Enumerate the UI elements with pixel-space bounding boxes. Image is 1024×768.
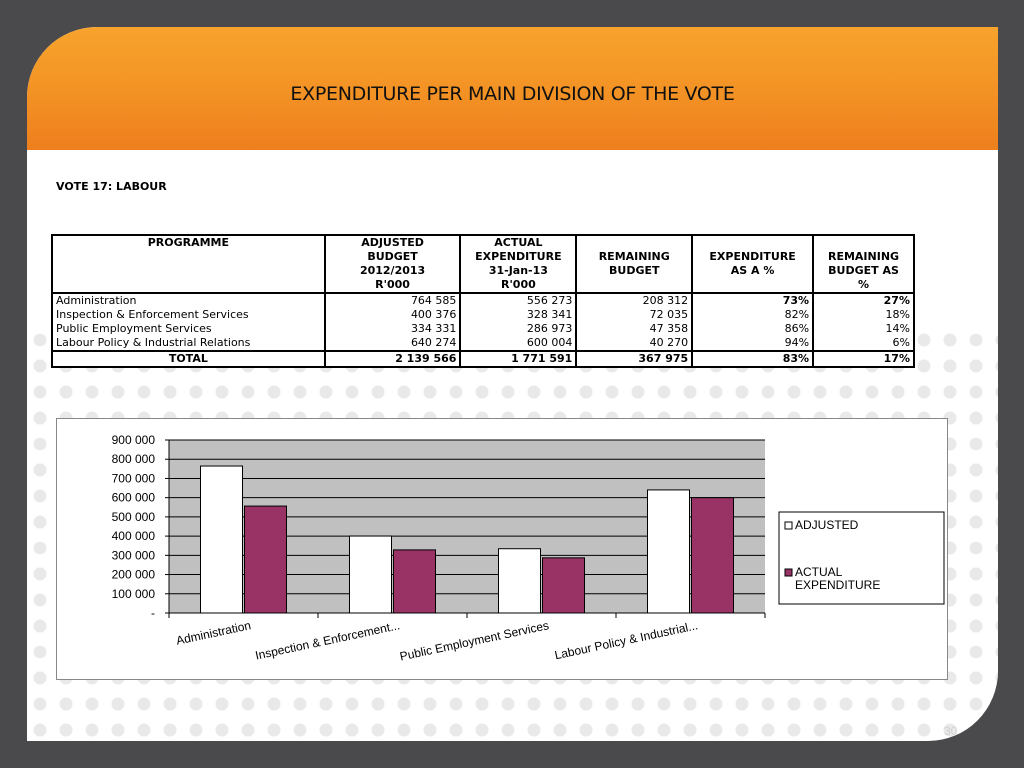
header-line: BUDGET	[609, 264, 660, 277]
bar-actual-expenditure	[691, 497, 734, 614]
header-line: EXPENDITURE	[475, 250, 562, 263]
header-line: BUDGET	[367, 250, 418, 263]
header-line: REMAINING	[598, 250, 670, 263]
header-line: BUDGET AS	[828, 264, 899, 277]
y-tick-label: 600 000	[112, 491, 156, 505]
header-line: 2012/2013	[359, 264, 426, 277]
cell-actual: 286 973	[459, 322, 578, 336]
bar-adjusted	[349, 535, 392, 614]
bar-chart: - 100 000 200 000 300 000 400 000 500 000 600 …	[112, 433, 945, 664]
header-adjusted-budget: ADJUSTED BUDGET 2012/2013 R'000	[323, 235, 462, 294]
cell-exp-pct: 73%	[691, 293, 815, 308]
y-tick-label: 700 000	[112, 471, 156, 485]
title-banner: EXPENDITURE PER MAIN DIVISION OF THE VOT…	[27, 27, 998, 150]
header-line: R'000	[500, 278, 536, 291]
y-tick-label: 900 000	[112, 433, 156, 447]
bar-adjusted	[200, 465, 243, 614]
header-actual-expenditure: ACTUAL EXPENDITURE 31-Jan-13 R'000	[459, 235, 578, 294]
cell-actual: 600 004	[459, 336, 578, 351]
header-remaining-pct: REMAINING BUDGET AS %	[812, 235, 915, 294]
y-tick-label: 300 000	[112, 548, 156, 562]
legend-label: ACTUAL	[795, 565, 843, 579]
header-remaining-budget: REMAINING BUDGET	[575, 235, 694, 294]
table-row: Inspection & Enforcement Services 400 37…	[51, 308, 915, 322]
cell-total-adjusted: 2 139 566	[323, 350, 462, 367]
cell-adjusted: 334 331	[323, 322, 462, 336]
chart-container: - 100 000 200 000 300 000 400 000 500 000 600 …	[56, 418, 948, 680]
header-line: R'000	[375, 278, 410, 291]
cell-total-exp-pct: 83%	[691, 350, 815, 367]
page-number: 30	[944, 724, 958, 738]
y-tick-label: 100 000	[112, 587, 156, 601]
header-line: REMAINING	[827, 250, 900, 263]
y-tick-label: 500 000	[112, 510, 156, 524]
legend	[778, 511, 945, 605]
table-header-row: PROGRAMME ADJUSTED BUDGET 2012/2013 R'00…	[51, 235, 915, 294]
y-tick-label: 400 000	[112, 529, 156, 543]
y-tick-label: 200 000	[112, 568, 156, 582]
header-expenditure-pct: EXPENDITURE AS A %	[691, 235, 815, 294]
header-line: AS A %	[730, 264, 775, 277]
cell-remaining: 47 358	[575, 322, 694, 336]
bar-adjusted	[647, 489, 690, 614]
header-line: ADJUSTED	[361, 236, 424, 249]
cell-exp-pct: 82%	[691, 308, 815, 322]
table-row: Public Employment Services 334 331 286 9…	[51, 322, 915, 336]
cell-rem-pct: 27%	[812, 293, 915, 308]
cell-adjusted: 400 376	[323, 308, 462, 322]
cell-rem-pct: 6%	[812, 336, 915, 351]
x-tick-label: Public Employment Services	[398, 618, 550, 663]
y-tick-label: 800 000	[112, 452, 156, 466]
header-line: EXPENDITURE	[709, 250, 796, 263]
legend-swatch-actual-expenditure	[784, 568, 793, 577]
budget-table: PROGRAMME ADJUSTED BUDGET 2012/2013 R'00…	[51, 234, 915, 368]
cell-total-remaining: 367 975	[575, 350, 694, 367]
cell-remaining: 72 035	[575, 308, 694, 322]
cell-actual: 328 341	[459, 308, 578, 322]
cell-total-actual: 1 771 591	[459, 350, 578, 367]
x-tick-label: Inspection & Enforcement...	[254, 618, 401, 662]
cell-adjusted: 764 585	[323, 293, 462, 308]
cell-programme: Inspection & Enforcement Services	[51, 308, 326, 322]
cell-total-label: TOTAL	[51, 350, 326, 367]
table-row: Labour Policy & Industrial Relations 640…	[51, 336, 915, 351]
header-line: %	[858, 278, 870, 291]
header-line: ACTUAL	[494, 236, 543, 249]
bar-actual-expenditure	[244, 505, 287, 614]
header-programme: PROGRAMME	[51, 235, 326, 294]
header-line: 31-Jan-13	[488, 264, 548, 277]
cell-rem-pct: 14%	[812, 322, 915, 336]
slide: EXPENDITURE PER MAIN DIVISION OF THE VOT…	[27, 27, 998, 741]
table-row: Administration 764 585 556 273 208 312 7…	[51, 293, 915, 308]
cell-remaining: 208 312	[575, 293, 694, 308]
bar-actual-expenditure	[542, 557, 585, 614]
cell-total-rem-pct: 17%	[812, 350, 915, 367]
cell-programme: Labour Policy & Industrial Relations	[51, 336, 326, 351]
cell-programme: Public Employment Services	[51, 322, 326, 336]
x-tick-label: Labour Policy & Industrial...	[553, 618, 699, 662]
cell-rem-pct: 18%	[812, 308, 915, 322]
vote-label: VOTE 17: LABOUR	[56, 180, 167, 193]
cell-exp-pct: 94%	[691, 336, 815, 351]
x-tick-label: Administration	[175, 618, 252, 648]
header-line: PROGRAMME	[147, 236, 229, 249]
cell-programme: Administration	[51, 293, 326, 308]
cell-adjusted: 640 274	[323, 336, 462, 351]
cell-remaining: 40 270	[575, 336, 694, 351]
table-total-row: TOTAL 2 139 566 1 771 591 367 975 83% 17…	[51, 350, 915, 367]
legend-label: ADJUSTED	[795, 518, 859, 532]
slide-title: EXPENDITURE PER MAIN DIVISION OF THE VOT…	[290, 83, 735, 105]
cell-actual: 556 273	[459, 293, 578, 308]
bar-actual-expenditure	[393, 549, 436, 614]
legend-swatch-adjusted	[784, 521, 793, 530]
bar-adjusted	[498, 548, 541, 614]
legend-label: EXPENDITURE	[795, 578, 880, 592]
cell-exp-pct: 86%	[691, 322, 815, 336]
y-tick-label: -	[151, 606, 155, 620]
